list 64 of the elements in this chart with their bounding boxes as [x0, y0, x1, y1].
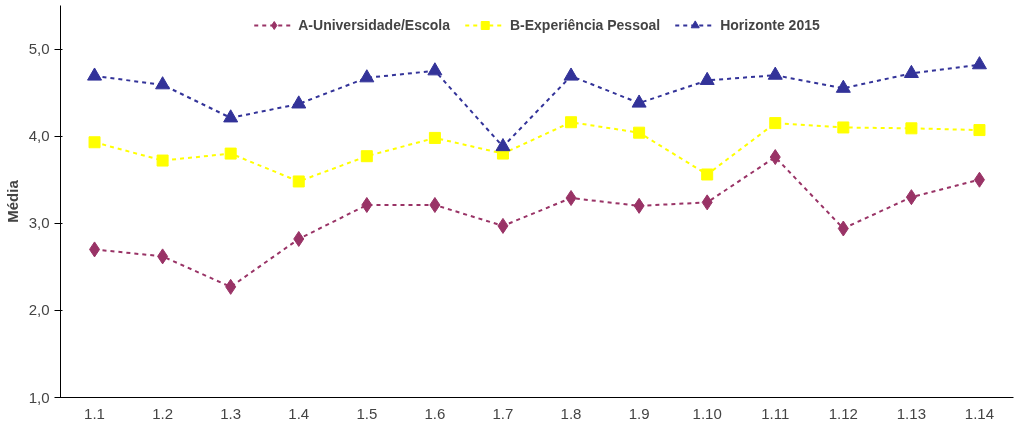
point: [157, 248, 169, 265]
x-tick-label: 1.12: [828, 404, 858, 421]
point: [292, 175, 305, 188]
point: [225, 278, 237, 295]
legend-label: A-Universidade/Escola: [298, 17, 450, 33]
point: [701, 168, 714, 181]
point: [88, 136, 101, 149]
x-tick-label: 1.1: [84, 404, 105, 421]
point: [905, 122, 918, 135]
x-tick-label: 1.6: [424, 404, 446, 421]
point: [769, 149, 781, 166]
x-tick-label: 1.9: [628, 404, 650, 421]
point: [633, 126, 646, 139]
point: [903, 64, 919, 78]
point: [429, 196, 441, 213]
x-tick-label: 1.11: [761, 404, 790, 421]
point: [767, 66, 783, 80]
x-tick-label: 1.5: [356, 404, 378, 421]
point: [971, 56, 987, 70]
point: [291, 95, 307, 109]
point: [973, 124, 986, 137]
point: [631, 94, 647, 108]
legend-label: Horizonte 2015: [720, 17, 820, 33]
point: [699, 71, 715, 85]
legend-label: B-Experiência Pessoal: [509, 17, 661, 33]
y-tick-label: 4,0: [28, 127, 50, 145]
point: [359, 69, 375, 83]
point: [701, 194, 713, 211]
point: [565, 190, 577, 207]
point: [835, 79, 851, 93]
point: [565, 116, 578, 129]
x-tick-label: 1.13: [896, 404, 926, 421]
point: [89, 241, 101, 258]
point: [224, 147, 237, 160]
y-tick-label: 5,0: [28, 40, 50, 58]
y-tick-label: 3,0: [28, 214, 50, 232]
point: [495, 138, 511, 152]
x-tick-label: 1.4: [288, 404, 310, 421]
point: [837, 121, 850, 134]
x-tick-label: 1.8: [560, 404, 582, 421]
point: [769, 117, 782, 130]
point: [156, 154, 169, 167]
point: [633, 197, 645, 214]
point: [973, 171, 985, 188]
x-tick-label: 1.2: [152, 404, 174, 421]
y-axis-title: Média: [3, 179, 21, 223]
point: [905, 189, 917, 206]
x-tick-label: 1.3: [220, 404, 242, 421]
x-tick-label: 1.14: [964, 404, 995, 421]
point: [427, 62, 443, 76]
x-tick-label: 1.10: [692, 404, 722, 421]
point: [155, 76, 171, 90]
y-tick-label: 2,0: [28, 301, 50, 319]
point: [361, 196, 373, 213]
y-tick-label: 1,0: [28, 388, 50, 406]
x-tick-label: 1.7: [492, 404, 514, 421]
point: [360, 150, 373, 163]
point: [87, 67, 103, 81]
point: [293, 230, 305, 247]
point: [223, 109, 239, 123]
point: [497, 217, 509, 234]
point: [837, 220, 849, 237]
point: [563, 67, 579, 81]
point: [428, 131, 441, 144]
